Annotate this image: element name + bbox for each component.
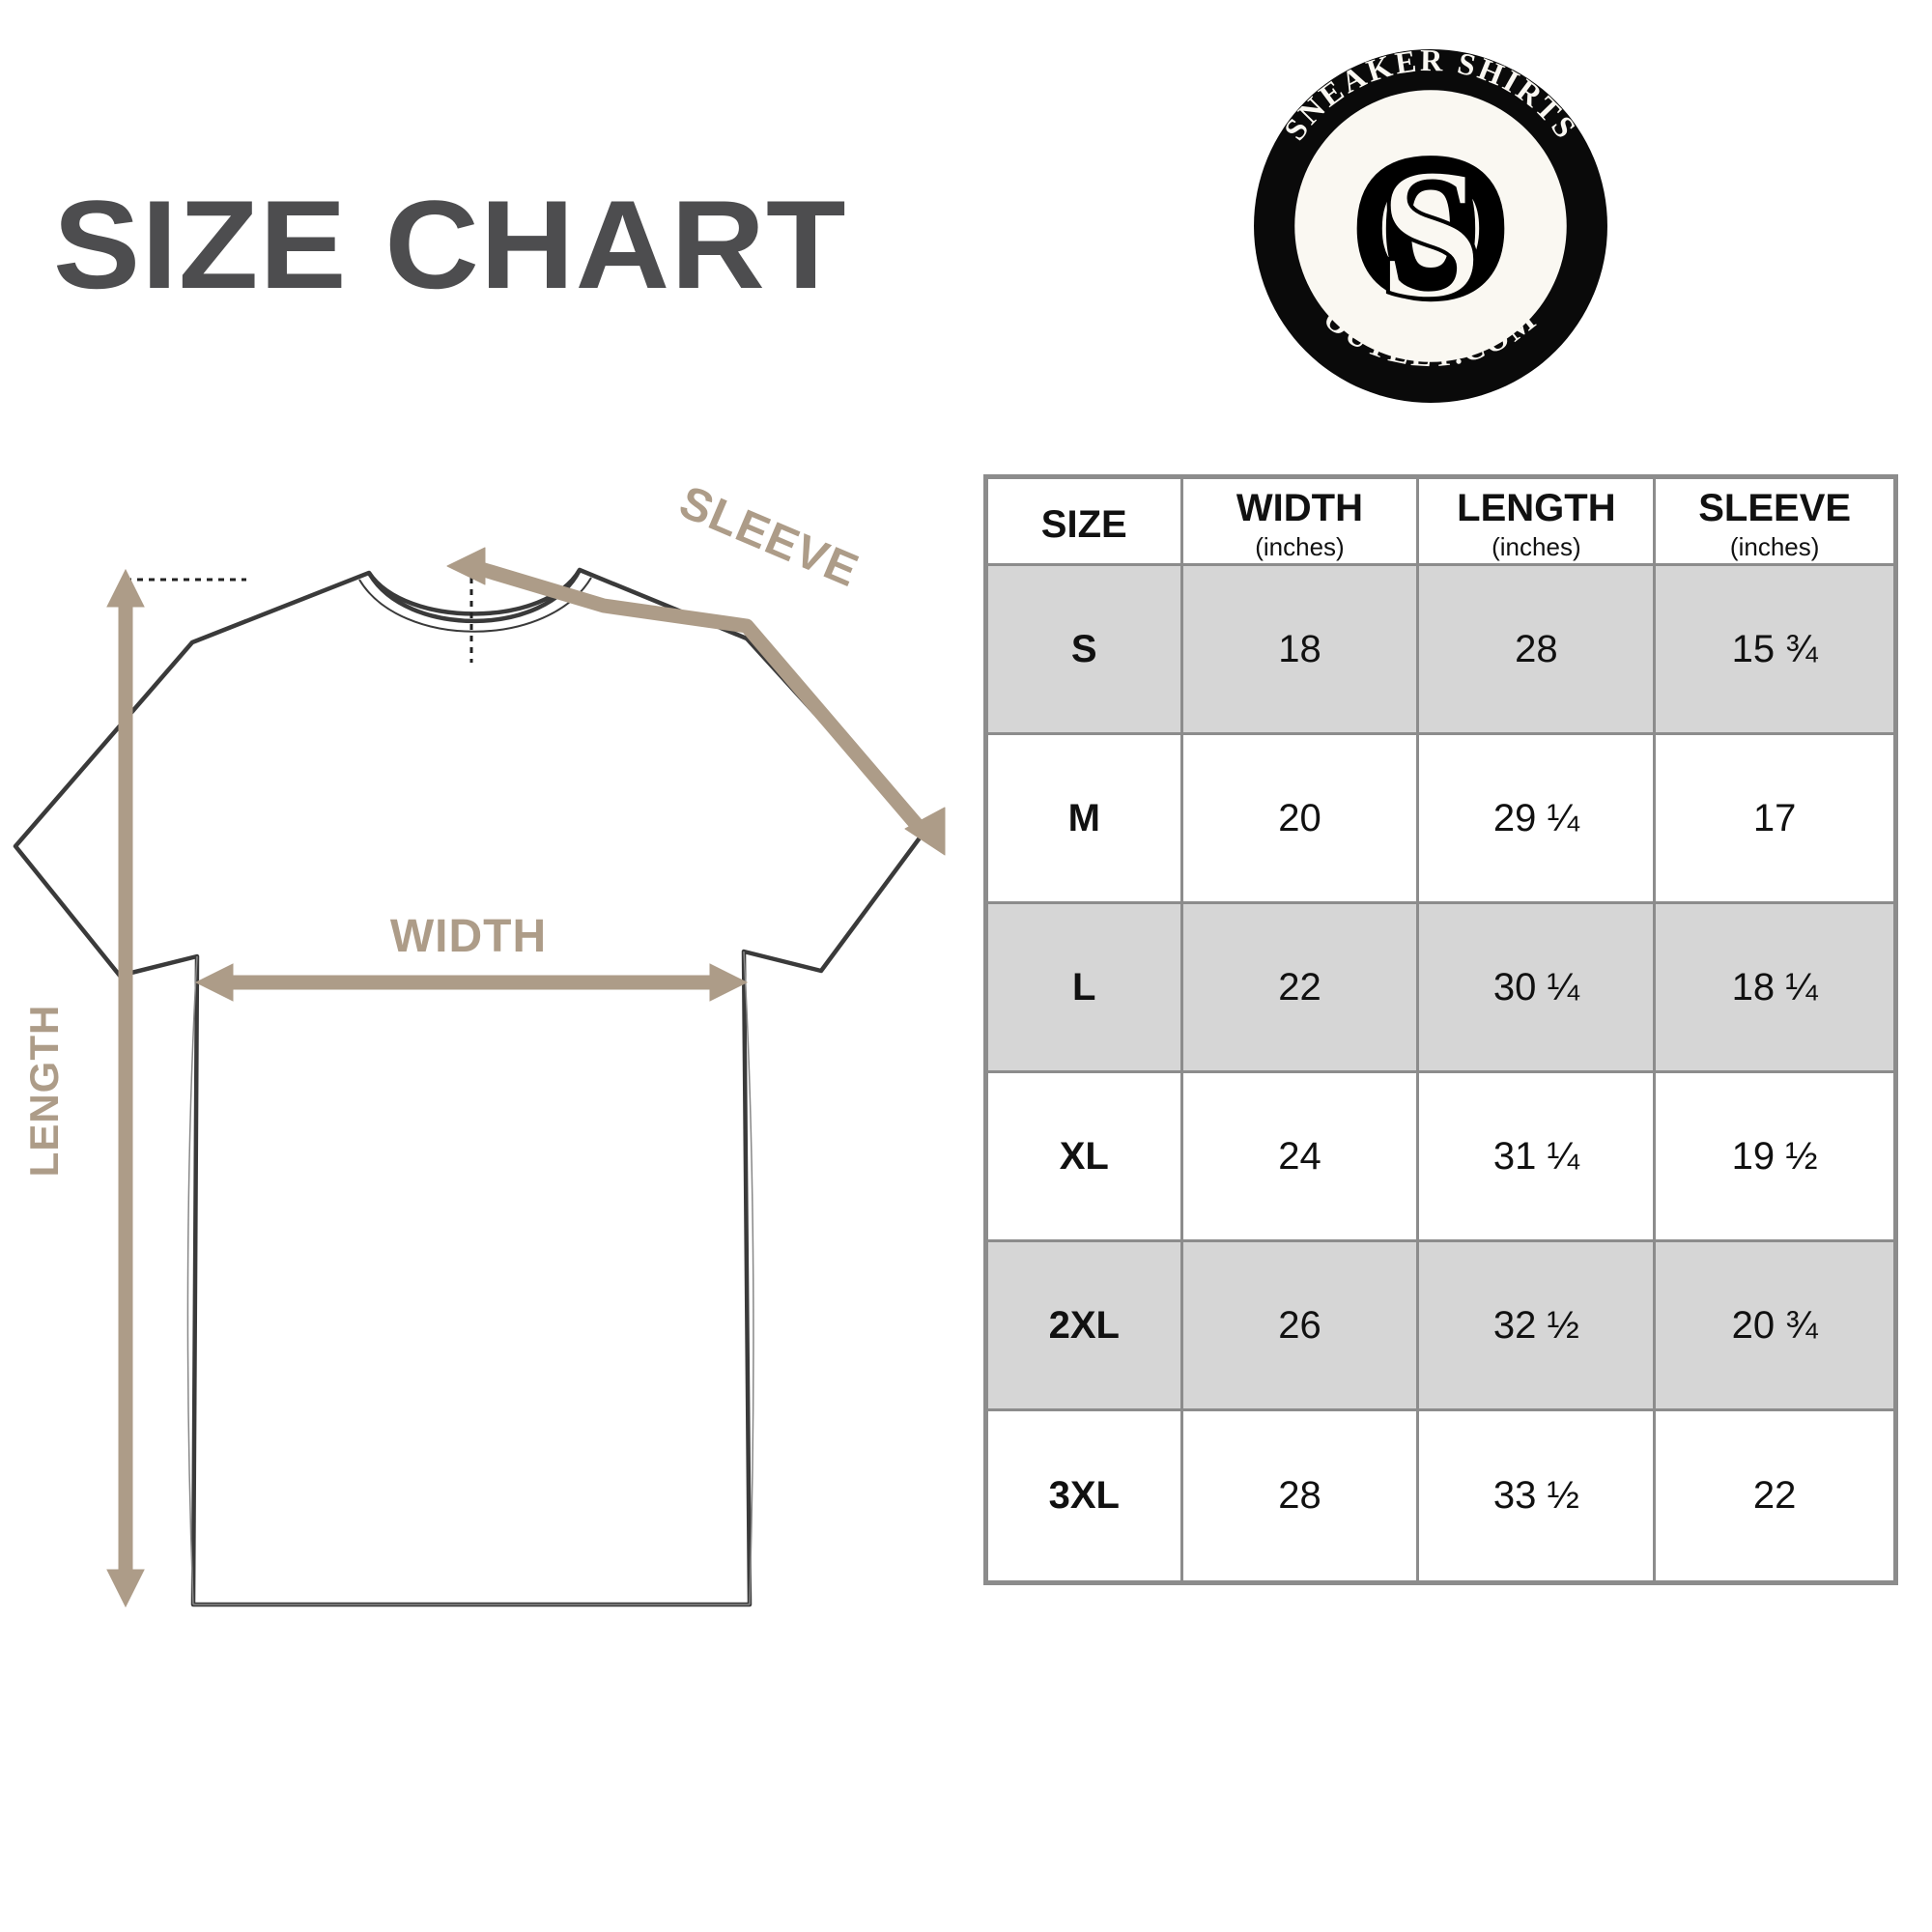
svg-text:LENGTH: LENGTH [21,1005,67,1178]
svg-text:SLEEVE: SLEEVE [672,483,867,597]
svg-text:S: S [1378,128,1483,338]
svg-text:WIDTH: WIDTH [390,911,547,962]
